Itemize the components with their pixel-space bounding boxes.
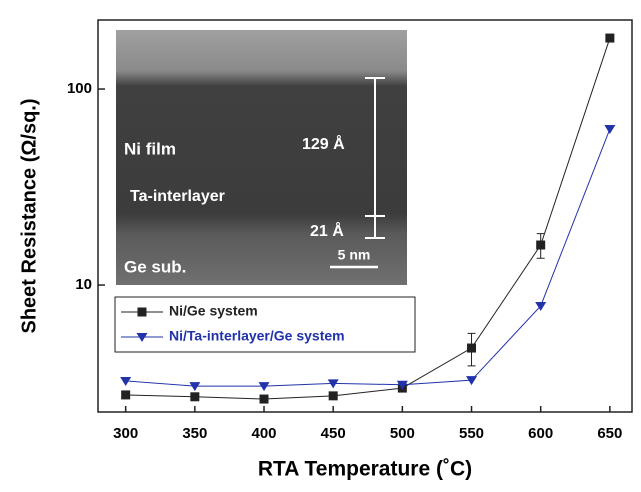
inset-label: 21 Å: [310, 221, 344, 240]
x-tick-label: 450: [321, 425, 346, 442]
data-point: [466, 376, 478, 386]
x-tick-label: 400: [251, 425, 276, 442]
x-tick-label: 350: [182, 425, 207, 442]
y-axis-title: Sheet Resistance (Ω/sq.): [18, 99, 40, 334]
inset-image: [116, 30, 407, 285]
inset-label: Ta-interlayer: [130, 188, 225, 205]
legend-box: [114, 296, 416, 353]
x-tick-label: 650: [597, 425, 622, 442]
data-point: [259, 394, 269, 404]
x-tick-label: 500: [390, 425, 415, 442]
inset-label: Ge sub.: [124, 257, 186, 276]
data-point: [396, 380, 408, 390]
x-axis-title: RTA Temperature (˚C): [258, 458, 472, 481]
data-point: [121, 390, 131, 400]
inset-label: 5 nm: [338, 247, 371, 263]
data-point: [189, 382, 201, 392]
legend-label: Ni/Ge system: [169, 303, 258, 319]
data-point: [536, 240, 546, 250]
x-tick-label: 600: [528, 425, 553, 442]
series-line: [125, 128, 611, 387]
legend-marker: [136, 333, 148, 342]
inset: Ni film 129 Å Ta-interlayer 21 Å Ge sub.…: [116, 30, 407, 285]
legend-label: Ni/Ta-interlayer/Ge system: [169, 328, 345, 344]
data-point: [258, 382, 270, 392]
inset-label: 129 Å: [302, 134, 345, 153]
inset-label: Ni film: [124, 139, 176, 158]
plot-frame: [97, 19, 633, 413]
data-point: [605, 33, 615, 43]
data-point: [120, 376, 132, 386]
x-tick-label: 550: [459, 425, 484, 442]
legend-marker: [137, 307, 147, 317]
y-tick-label: 100: [67, 80, 92, 97]
series-line: [125, 37, 611, 400]
x-tick-label: 300: [113, 425, 138, 442]
data-point: [467, 343, 477, 353]
data-point: [535, 301, 547, 311]
data-point: [328, 391, 338, 401]
y-tick-label: 10: [75, 276, 92, 293]
data-point: [604, 125, 616, 135]
data-point: [190, 392, 200, 402]
data-point: [327, 379, 339, 389]
